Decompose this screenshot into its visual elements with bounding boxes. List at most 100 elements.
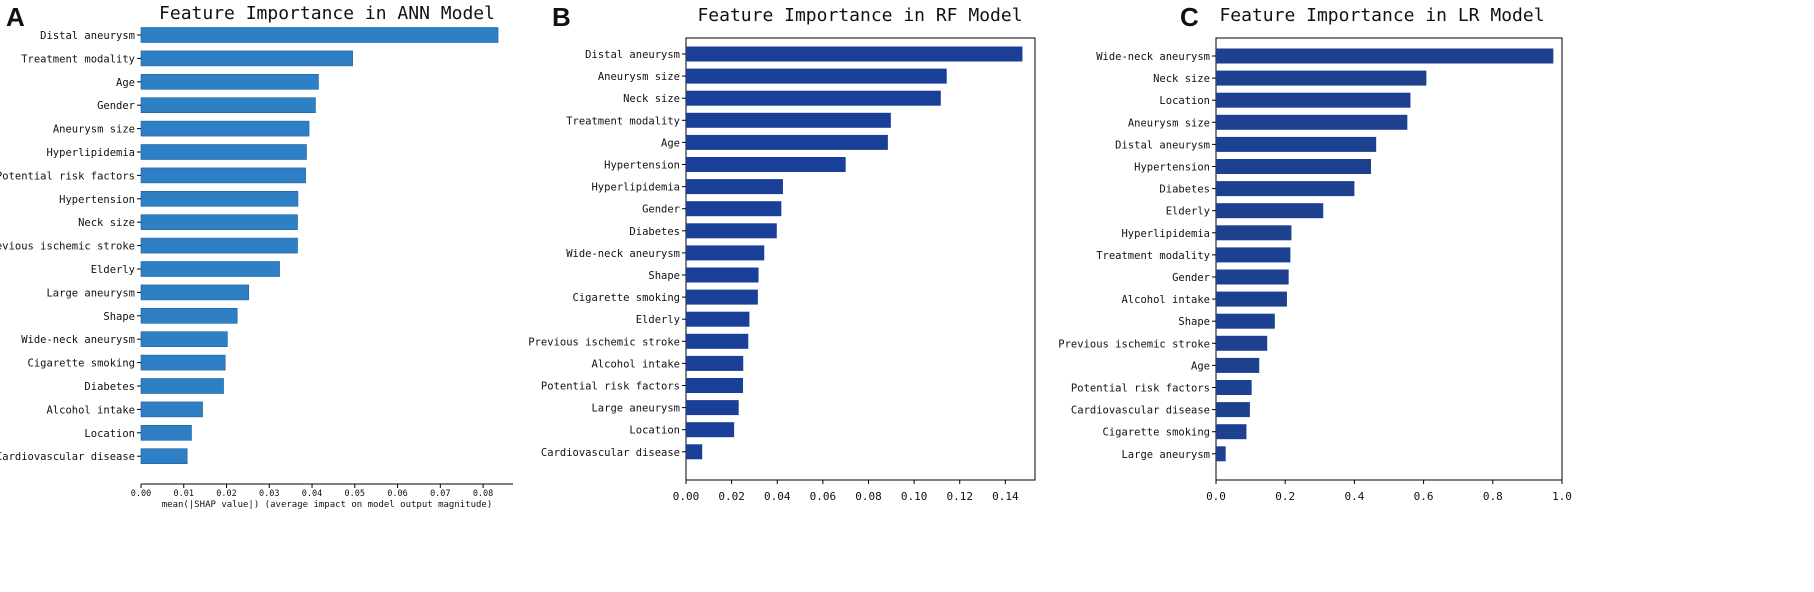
bar-c bbox=[1216, 424, 1247, 440]
bar-b bbox=[686, 68, 947, 84]
panel-b: B Feature Importance in RF Model Distal … bbox=[528, 2, 1036, 503]
category-label-c: Alcohol intake bbox=[1121, 294, 1210, 306]
x-tick-label-b: 0.12 bbox=[946, 490, 973, 503]
bar-c bbox=[1216, 114, 1408, 130]
x-tick-label-c: 1.0 bbox=[1552, 490, 1572, 503]
category-label-a: Wide-neck aneurysm bbox=[21, 334, 135, 346]
category-label-b: Treatment modality bbox=[566, 115, 680, 127]
category-label-a: Previous ischemic stroke bbox=[0, 241, 135, 253]
bar-a bbox=[140, 167, 306, 184]
chart-title-lr: Feature Importance in LR Model bbox=[1219, 5, 1544, 26]
x-tick-label-c: 0.6 bbox=[1414, 490, 1434, 503]
panel-c: C Feature Importance in LR Model Wide-ne… bbox=[1058, 2, 1572, 503]
bar-b bbox=[686, 46, 1023, 62]
bar-a bbox=[140, 284, 250, 301]
chart-title-rf: Feature Importance in RF Model bbox=[697, 5, 1022, 26]
bar-c bbox=[1216, 357, 1260, 373]
x-tick-label-a: 0.00 bbox=[131, 489, 151, 499]
category-label-a: Distal aneurysm bbox=[40, 30, 135, 42]
bar-b bbox=[686, 179, 783, 195]
category-label-b: Potential risk factors bbox=[541, 381, 680, 393]
bar-b bbox=[686, 157, 846, 172]
bar-a bbox=[140, 237, 298, 254]
bar-a bbox=[140, 97, 316, 113]
bar-c bbox=[1216, 247, 1291, 263]
category-label-c: Distal aneurysm bbox=[1115, 139, 1210, 151]
category-label-b: Large aneurysm bbox=[591, 403, 680, 415]
category-label-a: Alcohol intake bbox=[46, 404, 135, 416]
category-label-c: Cigarette smoking bbox=[1103, 427, 1210, 439]
bar-c bbox=[1216, 335, 1268, 351]
panel-letter-a: A bbox=[6, 2, 25, 32]
bar-c bbox=[1216, 92, 1411, 108]
category-label-b: Hypertension bbox=[604, 160, 680, 172]
bar-a bbox=[140, 448, 188, 465]
bar-a bbox=[140, 378, 224, 394]
bar-c bbox=[1216, 136, 1377, 152]
category-label-b: Age bbox=[661, 137, 680, 149]
bar-b bbox=[686, 333, 749, 349]
x-tick-label-c: 0.8 bbox=[1483, 490, 1503, 503]
bar-c bbox=[1216, 402, 1250, 418]
category-label-a: Elderly bbox=[91, 264, 135, 276]
bar-b bbox=[686, 311, 750, 327]
bar-b bbox=[686, 112, 891, 128]
bar-a bbox=[140, 144, 307, 160]
category-label-b: Distal aneurysm bbox=[585, 49, 680, 61]
x-tick-label-a: 0.02 bbox=[216, 489, 236, 499]
bar-c bbox=[1216, 225, 1292, 241]
x-tick-label-c: 0.2 bbox=[1275, 490, 1295, 503]
category-label-b: Aneurysm size bbox=[598, 71, 680, 83]
category-label-a: Hypertension bbox=[59, 194, 135, 206]
category-label-a: Location bbox=[84, 428, 135, 440]
x-tick-label-a: 0.01 bbox=[174, 489, 194, 499]
bar-c bbox=[1216, 269, 1289, 285]
bar-a bbox=[140, 331, 228, 348]
category-label-b: Cardiovascular disease bbox=[541, 447, 680, 459]
x-tick-label-c: 0.4 bbox=[1344, 490, 1364, 503]
bar-a bbox=[140, 50, 353, 67]
category-label-a: Treatment modality bbox=[21, 53, 135, 65]
category-label-c: Elderly bbox=[1166, 206, 1210, 218]
panel-letter-c: C bbox=[1180, 2, 1199, 32]
bar-c bbox=[1216, 291, 1287, 307]
bar-a bbox=[140, 214, 298, 230]
bar-b bbox=[686, 201, 782, 217]
bar-a bbox=[140, 74, 319, 90]
category-label-c: Neck size bbox=[1153, 73, 1210, 85]
category-label-c: Potential risk factors bbox=[1071, 383, 1210, 395]
x-tick-label-c: 0.0 bbox=[1206, 490, 1226, 503]
category-label-b: Cigarette smoking bbox=[573, 292, 680, 304]
x-tick-label-a: 0.04 bbox=[302, 489, 322, 499]
category-label-a: Age bbox=[116, 77, 135, 89]
bar-b bbox=[686, 422, 735, 438]
category-label-a: Cardiovascular disease bbox=[0, 451, 135, 463]
x-tick-label-b: 0.10 bbox=[901, 490, 928, 503]
x-tick-label-b: 0.14 bbox=[992, 490, 1019, 503]
category-label-a: Hyperlipidemia bbox=[46, 147, 135, 159]
category-label-c: Diabetes bbox=[1159, 184, 1210, 196]
category-label-c: Cardiovascular disease bbox=[1071, 405, 1210, 417]
category-label-c: Treatment modality bbox=[1096, 250, 1210, 262]
bar-a bbox=[140, 191, 299, 207]
bar-b bbox=[686, 134, 888, 150]
bar-a bbox=[140, 261, 280, 277]
bar-c bbox=[1216, 380, 1252, 395]
bar-c bbox=[1216, 313, 1275, 329]
category-label-a: Shape bbox=[103, 311, 135, 323]
category-label-a: Large aneurysm bbox=[46, 287, 135, 299]
category-label-a: Potential risk factors bbox=[0, 170, 135, 182]
category-label-b: Previous ischemic stroke bbox=[528, 336, 680, 348]
x-axis-label-a: mean(|SHAP value|) (average impact on mo… bbox=[162, 500, 493, 510]
bar-c bbox=[1216, 159, 1372, 174]
x-tick-label-a: 0.08 bbox=[473, 489, 493, 499]
category-label-c: Age bbox=[1191, 360, 1210, 372]
x-tick-label-b: 0.02 bbox=[718, 490, 745, 503]
category-label-c: Shape bbox=[1178, 316, 1210, 328]
bar-c bbox=[1216, 446, 1226, 462]
x-tick-label-a: 0.07 bbox=[430, 489, 450, 499]
bar-b bbox=[686, 289, 758, 305]
category-label-a: Aneurysm size bbox=[53, 124, 135, 136]
category-label-b: Wide-neck aneurysm bbox=[566, 248, 680, 260]
bar-b bbox=[686, 378, 744, 393]
